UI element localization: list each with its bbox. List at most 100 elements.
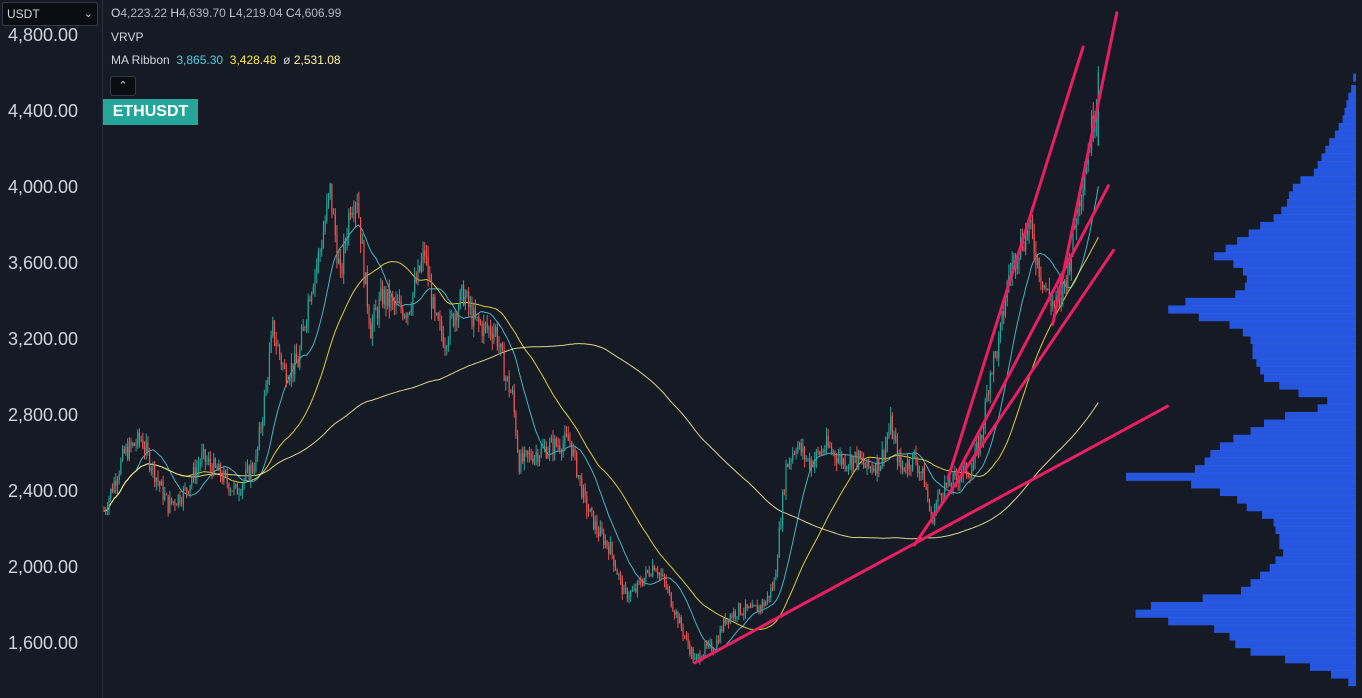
- candle-body: [722, 618, 725, 632]
- candle-body: [331, 183, 333, 213]
- candle-body: [464, 296, 466, 306]
- candle-body: [147, 442, 149, 451]
- candle-body: [542, 447, 544, 449]
- candle-body: [726, 619, 728, 624]
- candle-body: [118, 473, 120, 480]
- close-value: 4,606.99: [294, 6, 342, 20]
- candle-body: [905, 470, 907, 472]
- candle-body: [169, 497, 171, 513]
- candle-body: [381, 288, 384, 305]
- candle-body: [646, 570, 649, 572]
- candle-body: [591, 508, 593, 511]
- candle-body: [886, 437, 888, 444]
- candle-body: [550, 438, 552, 443]
- volume-profile-bar: [1331, 670, 1356, 679]
- candle-body: [334, 214, 336, 236]
- volume-profile-bar: [1126, 472, 1356, 481]
- collapse-legend-button[interactable]: ⌃: [110, 76, 136, 96]
- candle-body: [287, 381, 289, 383]
- candle-body: [230, 490, 232, 492]
- candle-body: [815, 450, 817, 460]
- candle-body: [1065, 280, 1067, 286]
- candle-body: [724, 618, 726, 624]
- candle-body: [523, 450, 525, 462]
- candle-body: [533, 456, 536, 463]
- candle-body: [971, 471, 973, 478]
- volume-profile-bar: [1327, 396, 1356, 405]
- candle-body: [481, 324, 483, 336]
- volume-profile-bar: [1334, 130, 1356, 139]
- volume-profile-bar: [1242, 328, 1356, 337]
- candle-body: [1023, 248, 1025, 251]
- candle-body: [810, 461, 812, 470]
- candle-body: [474, 309, 476, 318]
- volume-profile-bar: [1168, 305, 1356, 314]
- candle-body: [1055, 295, 1057, 302]
- candle-body: [898, 454, 900, 462]
- candle-body: [918, 471, 920, 473]
- candle-body: [636, 581, 639, 592]
- candle-body: [398, 300, 401, 304]
- candle-body: [113, 481, 115, 492]
- candle-body: [643, 577, 645, 586]
- candle-body: [663, 574, 666, 581]
- candle-body: [616, 569, 618, 575]
- candle-body: [1060, 297, 1062, 303]
- ma-ribbon-label: MA Ribbon: [111, 53, 170, 67]
- candle-body: [560, 450, 563, 453]
- candle-body: [824, 449, 826, 453]
- candle-body: [891, 416, 893, 439]
- candle-body: [809, 458, 811, 470]
- candle-body: [883, 449, 885, 459]
- candle-body: [879, 466, 882, 471]
- candle-body: [513, 390, 515, 413]
- candle-body: [258, 427, 260, 448]
- candle-body: [1074, 224, 1076, 228]
- candle-body: [836, 458, 838, 463]
- candle-body: [920, 471, 922, 474]
- candle-body: [628, 596, 630, 599]
- candle-body: [895, 435, 897, 440]
- volume-profile-bar: [1229, 632, 1356, 641]
- candle-body: [444, 346, 446, 349]
- candle-body: [567, 435, 569, 441]
- candle-body: [214, 458, 217, 467]
- candle-body: [981, 435, 983, 439]
- trendlines[interactable]: [693, 11, 1170, 665]
- candle-body: [687, 636, 689, 645]
- ma-line-200: [103, 343, 1099, 540]
- candle-body: [390, 297, 392, 308]
- candle-body: [888, 431, 890, 438]
- ma-ribbon-legend[interactable]: MA Ribbon 3,865.30 3,428.48 ø 2,531.08: [111, 53, 341, 67]
- volume-profile-bar: [1225, 244, 1356, 253]
- candle-body: [672, 606, 674, 612]
- candle-body: [571, 441, 573, 456]
- candle-body: [837, 457, 839, 463]
- candle-body: [599, 527, 601, 537]
- candle-body: [574, 449, 576, 453]
- candle-body: [906, 460, 909, 471]
- candle-body: [527, 450, 529, 455]
- candle-body: [105, 510, 107, 512]
- candle-body: [133, 443, 135, 446]
- candle-body: [449, 315, 451, 340]
- candle-body: [295, 353, 298, 363]
- candle-body: [236, 484, 238, 495]
- candle-body: [832, 451, 834, 453]
- candle-body: [108, 498, 110, 509]
- candle-body: [403, 315, 406, 318]
- candle-body: [1026, 230, 1029, 236]
- vrvp-legend[interactable]: VRVP: [111, 30, 143, 44]
- candle-body: [885, 443, 887, 459]
- candle-body: [493, 332, 495, 340]
- candle-body: [562, 442, 564, 453]
- candle-body: [1003, 311, 1005, 316]
- candle-body: [280, 354, 282, 365]
- quote-currency-selector[interactable]: USDT ⌄: [2, 2, 98, 26]
- volume-profile-bar: [1219, 442, 1356, 451]
- candle-body: [650, 575, 652, 577]
- candle-body: [798, 442, 801, 447]
- candle-body: [417, 265, 419, 283]
- candle-body: [1069, 259, 1071, 272]
